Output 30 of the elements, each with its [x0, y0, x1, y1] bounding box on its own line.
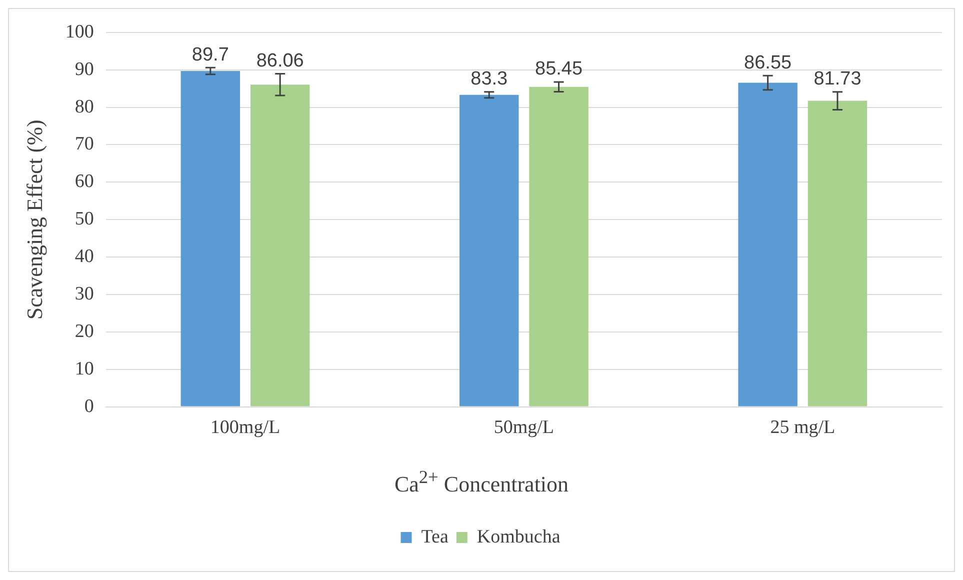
y-tick-label: 20 [74, 320, 94, 342]
y-axis-title: Scavenging Effect (%) [22, 120, 47, 320]
bar [529, 86, 588, 406]
data-label: 86.55 [744, 52, 792, 74]
y-tick-label: 90 [74, 58, 94, 80]
data-label: 85.45 [535, 58, 583, 80]
bar [250, 84, 310, 406]
y-tick-label: 50 [74, 208, 94, 230]
y-tick-label: 80 [74, 96, 94, 118]
x-tick-label: 100mg/L [210, 417, 280, 438]
bar [460, 94, 519, 406]
y-tick-label: 60 [74, 171, 94, 192]
legend-label: Tea [421, 526, 449, 548]
x-tick-label: 25 mg/L [770, 417, 836, 438]
bar [738, 82, 798, 406]
x-tick-label: 50mg/L [494, 417, 554, 438]
data-label: 89.7 [192, 44, 229, 66]
y-tick-label: 100 [65, 21, 94, 42]
y-tick-label: 10 [74, 358, 94, 380]
y-tick-label: 0 [84, 396, 94, 417]
data-label: 86.06 [256, 50, 304, 72]
x-axis-title: Ca$^{2+}$ Concentration [393, 467, 570, 498]
y-tick-label: 70 [74, 134, 94, 155]
bar [808, 100, 868, 406]
data-label: 83.3 [470, 68, 508, 90]
data-label: 81.73 [814, 68, 862, 90]
bar [180, 70, 240, 406]
y-tick-label: 40 [74, 246, 94, 268]
legend-label: Kombucha [476, 526, 561, 548]
y-tick-label: 30 [74, 283, 94, 304]
